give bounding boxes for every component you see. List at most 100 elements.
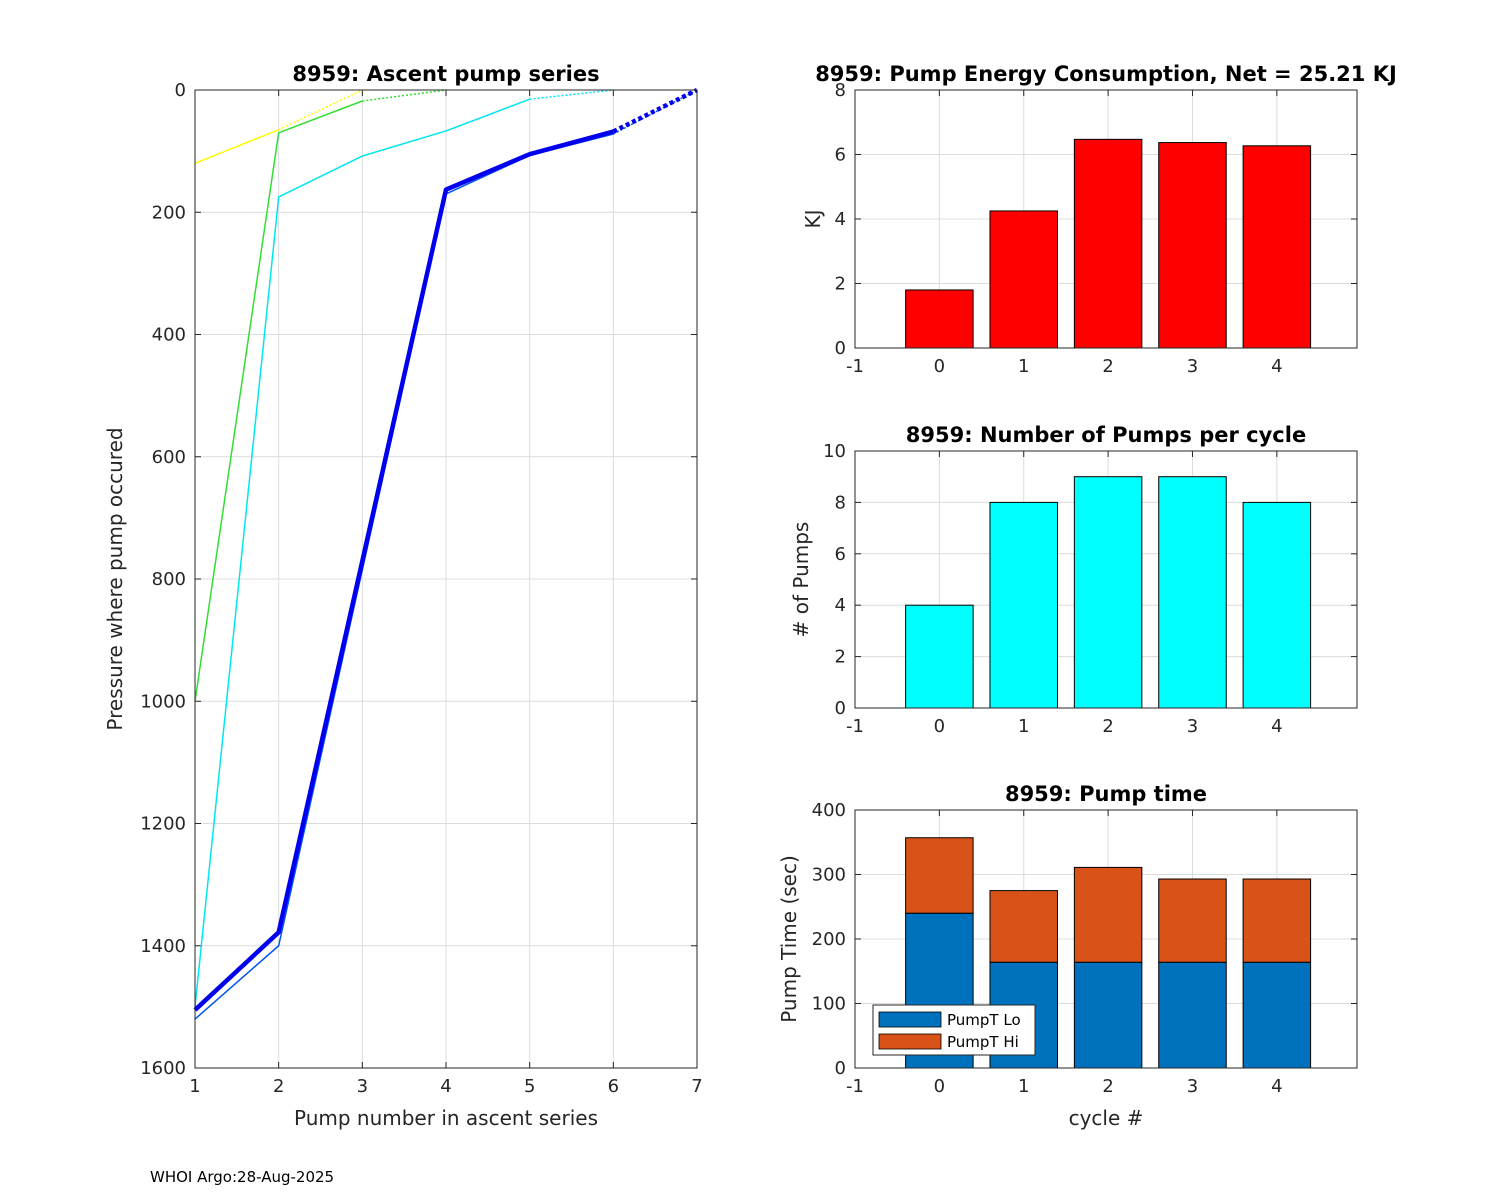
y-tick-label: 2 bbox=[835, 647, 846, 668]
y-tick-label: 0 bbox=[835, 698, 846, 719]
x-tick-label: -1 bbox=[846, 356, 864, 377]
ascent-line-tail-cycle-4 bbox=[612, 87, 699, 134]
y-tick-label: 1200 bbox=[140, 814, 186, 835]
ascent-y-axis-label: Pressure where pump occured bbox=[103, 427, 127, 730]
ascent-line-tail-cycle-2 bbox=[529, 89, 614, 100]
energy-bar-4 bbox=[1242, 145, 1312, 349]
x-tick-label: 3 bbox=[1187, 356, 1198, 377]
x-tick-label: 2 bbox=[1102, 716, 1113, 737]
pumps-chart-title: 8959: Number of Pumps per cycle bbox=[906, 423, 1306, 447]
y-tick-label: 8 bbox=[835, 492, 846, 513]
y-tick-label: 1000 bbox=[140, 691, 186, 712]
x-tick-label: 4 bbox=[1271, 1076, 1282, 1097]
ascent-pump-series-chart: 1 2 3 4 5 6 7 0 200 400 600 800 1000 1200 1400 1600 895… bbox=[103, 62, 703, 1130]
y-tick-label: 1600 bbox=[140, 1058, 186, 1079]
y-tick-label: 200 bbox=[152, 202, 186, 223]
y-tick-label: 800 bbox=[152, 569, 186, 590]
legend-label-pumpt-hi: PumpT Hi bbox=[947, 1033, 1019, 1051]
x-tick-label: 4 bbox=[1271, 716, 1282, 737]
pumps-bar-3 bbox=[1158, 476, 1227, 709]
ascent-line-cycle-4 bbox=[193, 129, 614, 1012]
y-tick-label: 6 bbox=[835, 544, 846, 565]
pumptime-axes-frame bbox=[854, 809, 1358, 1069]
ascent-x-axis-label: Pump number in ascent series bbox=[294, 1106, 598, 1130]
x-tick-label: 3 bbox=[1187, 716, 1198, 737]
energy-y-axis-label: KJ bbox=[801, 209, 825, 228]
pumps-y-axis-label: # of Pumps bbox=[789, 522, 813, 638]
ascent-line-cycle-1 bbox=[194, 100, 363, 702]
energy-bar-1 bbox=[989, 210, 1058, 349]
pumptime-bar-hi-2 bbox=[1073, 866, 1143, 963]
y-tick-label: 4 bbox=[835, 595, 846, 616]
pumptime-bar-lo-3 bbox=[1158, 961, 1227, 1069]
x-tick-label: 2 bbox=[1102, 356, 1113, 377]
pumps-bars bbox=[905, 476, 1312, 709]
y-tick-label: 0 bbox=[835, 338, 846, 359]
y-tick-label: 300 bbox=[812, 865, 846, 886]
ascent-series-lines bbox=[193, 87, 699, 1020]
y-tick-label: 600 bbox=[152, 447, 186, 468]
ascent-line-cycle-3 bbox=[194, 133, 614, 1020]
ascent-grid bbox=[194, 89, 698, 1069]
y-tick-label: 6 bbox=[835, 145, 846, 166]
ascent-line-cycle-2 bbox=[194, 98, 530, 1007]
legend-label-pumpt-lo: PumpT Lo bbox=[947, 1011, 1021, 1029]
ascent-line-cycle-0 bbox=[194, 129, 279, 165]
x-tick-label: 7 bbox=[691, 1076, 702, 1097]
pumptime-y-axis-label: Pump Time (sec) bbox=[777, 855, 801, 1023]
y-tick-label: 400 bbox=[152, 325, 186, 346]
x-tick-label: 1 bbox=[1018, 1076, 1029, 1097]
pumptime-bar-hi-3 bbox=[1158, 878, 1227, 963]
x-tick-label: -1 bbox=[846, 1076, 864, 1097]
legend-swatch-pumpt-lo bbox=[878, 1011, 942, 1028]
x-tick-label: 1 bbox=[189, 1076, 200, 1097]
pumptime-bar-hi-0 bbox=[905, 837, 974, 914]
pumps-axes-frame bbox=[854, 450, 1358, 709]
x-tick-label: 3 bbox=[1187, 1076, 1198, 1097]
y-tick-label: 10 bbox=[823, 441, 846, 462]
footer-credit: WHOI Argo:28-Aug-2025 bbox=[150, 1168, 334, 1186]
y-tick-label: 400 bbox=[812, 800, 846, 821]
ascent-axes-frame bbox=[194, 89, 698, 1069]
pumps-bar-0 bbox=[905, 604, 974, 709]
pumps-bar-2 bbox=[1073, 476, 1143, 709]
x-tick-label: 2 bbox=[273, 1076, 284, 1097]
ascent-line-tail-cycle-0 bbox=[278, 89, 363, 131]
y-tick-label: 100 bbox=[812, 994, 846, 1015]
x-tick-label: 0 bbox=[934, 356, 945, 377]
ascent-chart-title: 8959: Ascent pump series bbox=[292, 62, 599, 86]
energy-chart-title: 8959: Pump Energy Consumption, Net = 25.… bbox=[815, 62, 1397, 86]
energy-bar-3 bbox=[1158, 142, 1227, 349]
pumptime-x-axis-label: cycle # bbox=[1069, 1106, 1144, 1130]
y-tick-label: 200 bbox=[812, 929, 846, 950]
x-tick-label: -1 bbox=[846, 716, 864, 737]
energy-bars bbox=[905, 138, 1312, 349]
x-tick-label: 5 bbox=[524, 1076, 535, 1097]
y-tick-label: 1400 bbox=[140, 936, 186, 957]
pumps-bar-1 bbox=[989, 501, 1058, 709]
x-tick-label: 4 bbox=[1271, 356, 1282, 377]
pumptime-bar-hi-1 bbox=[989, 890, 1058, 963]
pumptime-bar-lo-2 bbox=[1073, 961, 1143, 1069]
energy-bar-0 bbox=[905, 289, 974, 349]
x-tick-label: 0 bbox=[934, 1076, 945, 1097]
energy-bar-2 bbox=[1073, 138, 1143, 349]
x-tick-label: 1 bbox=[1018, 356, 1029, 377]
x-tick-label: 0 bbox=[934, 716, 945, 737]
y-tick-label: 0 bbox=[835, 1058, 846, 1079]
y-tick-label: 0 bbox=[175, 80, 186, 101]
pumptime-legend: PumpT Lo PumpT Hi bbox=[872, 1004, 1036, 1056]
y-tick-label: 8 bbox=[835, 80, 846, 101]
y-tick-label: 4 bbox=[835, 209, 846, 230]
ascent-tick-labels: 1 2 3 4 5 6 7 0 200 400 600 800 1000 1200 1400 1600 bbox=[140, 80, 703, 1097]
pumps-bar-4 bbox=[1242, 501, 1312, 709]
pumptime-bar-lo-4 bbox=[1242, 961, 1312, 1069]
legend-swatch-pumpt-hi bbox=[878, 1033, 942, 1050]
